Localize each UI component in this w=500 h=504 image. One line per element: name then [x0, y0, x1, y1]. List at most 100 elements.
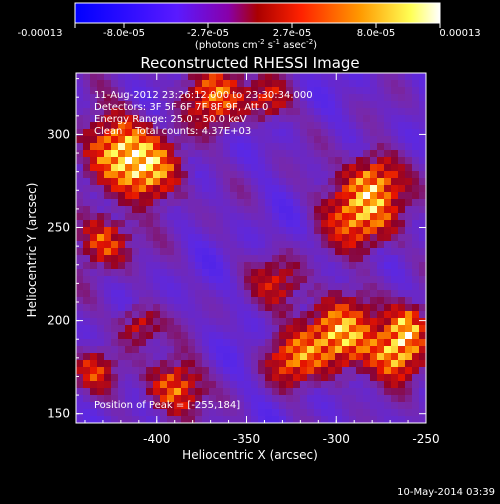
heatmap-pixel: [279, 381, 287, 389]
heatmap-pixel: [363, 248, 371, 256]
heatmap-pixel: [377, 381, 385, 389]
heatmap-pixel: [258, 199, 266, 207]
annotation-block: 11-Aug-2012 23:26:12.000 to 23:30:34.000…: [94, 90, 313, 137]
heatmap-pixel: [272, 297, 280, 305]
heatmap-pixel: [181, 227, 189, 235]
heatmap-pixel: [349, 353, 357, 361]
heatmap-pixel: [244, 304, 252, 312]
heatmap-pixel: [335, 255, 343, 263]
heatmap-pixel: [258, 255, 266, 263]
heatmap-pixel: [188, 122, 196, 130]
heatmap-pixel: [349, 108, 357, 116]
heatmap-pixel: [230, 73, 238, 81]
heatmap-pixel: [391, 94, 399, 102]
heatmap-pixel: [139, 192, 147, 200]
heatmap-pixel: [202, 346, 210, 354]
heatmap-pixel: [188, 143, 196, 151]
heatmap-pixel: [223, 374, 231, 382]
heatmap-pixel: [349, 276, 357, 284]
heatmap-pixel: [125, 143, 133, 151]
heatmap-pixel: [398, 388, 406, 396]
heatmap-pixel: [335, 136, 343, 144]
heatmap-pixel: [300, 136, 308, 144]
heatmap-pixel: [230, 353, 238, 361]
heatmap-pixel: [412, 101, 420, 109]
heatmap-pixel: [419, 381, 426, 389]
heatmap-pixel: [230, 269, 238, 277]
heatmap-pixel: [230, 87, 238, 95]
heatmap-pixel: [146, 297, 154, 305]
heatmap-pixel: [265, 290, 273, 298]
heatmap-pixel: [377, 360, 385, 368]
heatmap-pixel: [202, 367, 210, 375]
heatmap-pixel: [174, 220, 182, 228]
heatmap-pixel: [384, 122, 392, 130]
heatmap-pixel: [209, 192, 217, 200]
heatmap-pixel: [132, 164, 140, 172]
heatmap-pixel: [279, 276, 287, 284]
heatmap-pixel: [139, 185, 147, 193]
heatmap-pixel: [230, 311, 238, 319]
heatmap-pixel: [83, 409, 91, 417]
heatmap-pixel: [398, 311, 406, 319]
heatmap-pixel: [356, 367, 364, 375]
heatmap-pixel: [139, 143, 147, 151]
heatmap-pixel: [300, 80, 308, 88]
heatmap-pixel: [300, 94, 308, 102]
heatmap-pixel: [258, 304, 266, 312]
heatmap-pixel: [202, 136, 210, 144]
heatmap-pixel: [349, 332, 357, 340]
heatmap-pixel: [139, 353, 147, 361]
heatmap-pixel: [300, 290, 308, 298]
heatmap-pixel: [146, 199, 154, 207]
heatmap-pixel: [153, 381, 161, 389]
heatmap-pixel: [286, 108, 294, 116]
heatmap-pixel: [97, 136, 105, 144]
heatmap-pixel: [209, 346, 217, 354]
heatmap-pixel: [181, 213, 189, 221]
heatmap-pixel: [370, 80, 378, 88]
heatmap-pixel: [167, 129, 175, 137]
heatmap-pixel: [265, 80, 273, 88]
heatmap-pixel: [195, 388, 203, 396]
heatmap-pixel: [398, 262, 406, 270]
heatmap-pixel: [412, 164, 420, 172]
heatmap-pixel: [419, 283, 426, 291]
heatmap-pixel: [335, 339, 343, 347]
heatmap-pixel: [181, 185, 189, 193]
heatmap-pixel: [216, 150, 224, 158]
heatmap-pixel: [405, 325, 413, 333]
heatmap-pixel: [412, 388, 420, 396]
heatmap-pixel: [363, 395, 371, 403]
heatmap-pixel: [90, 73, 98, 81]
heatmap-pixel: [223, 416, 231, 423]
heatmap-pixel: [300, 262, 308, 270]
heatmap-pixel: [251, 360, 259, 368]
heatmap-pixel: [125, 213, 133, 221]
heatmap-pixel: [321, 227, 329, 235]
heatmap-pixel: [160, 395, 168, 403]
heatmap-pixel: [398, 122, 406, 130]
heatmap-pixel: [104, 276, 112, 284]
heatmap-pixel: [139, 269, 147, 277]
heatmap-pixel: [76, 129, 84, 137]
heatmap-pixel: [363, 234, 371, 242]
heatmap-pixel: [118, 136, 126, 144]
heatmap-pixel: [265, 248, 273, 256]
heatmap-pixel: [244, 94, 252, 102]
heatmap-pixel: [321, 388, 329, 396]
heatmap-pixel: [419, 311, 426, 319]
heatmap-pixel: [125, 304, 133, 312]
heatmap-pixel: [181, 381, 189, 389]
heatmap-pixel: [97, 248, 105, 256]
heatmap-pixel: [97, 325, 105, 333]
heatmap-pixel: [356, 101, 364, 109]
heatmap-pixel: [97, 129, 105, 137]
heatmap-pixel: [118, 73, 126, 81]
heatmap-pixel: [405, 353, 413, 361]
heatmap-pixel: [405, 402, 413, 410]
heatmap-pixel: [356, 388, 364, 396]
heatmap-pixel: [83, 360, 91, 368]
heatmap-pixel: [286, 227, 294, 235]
heatmap-pixel: [405, 269, 413, 277]
